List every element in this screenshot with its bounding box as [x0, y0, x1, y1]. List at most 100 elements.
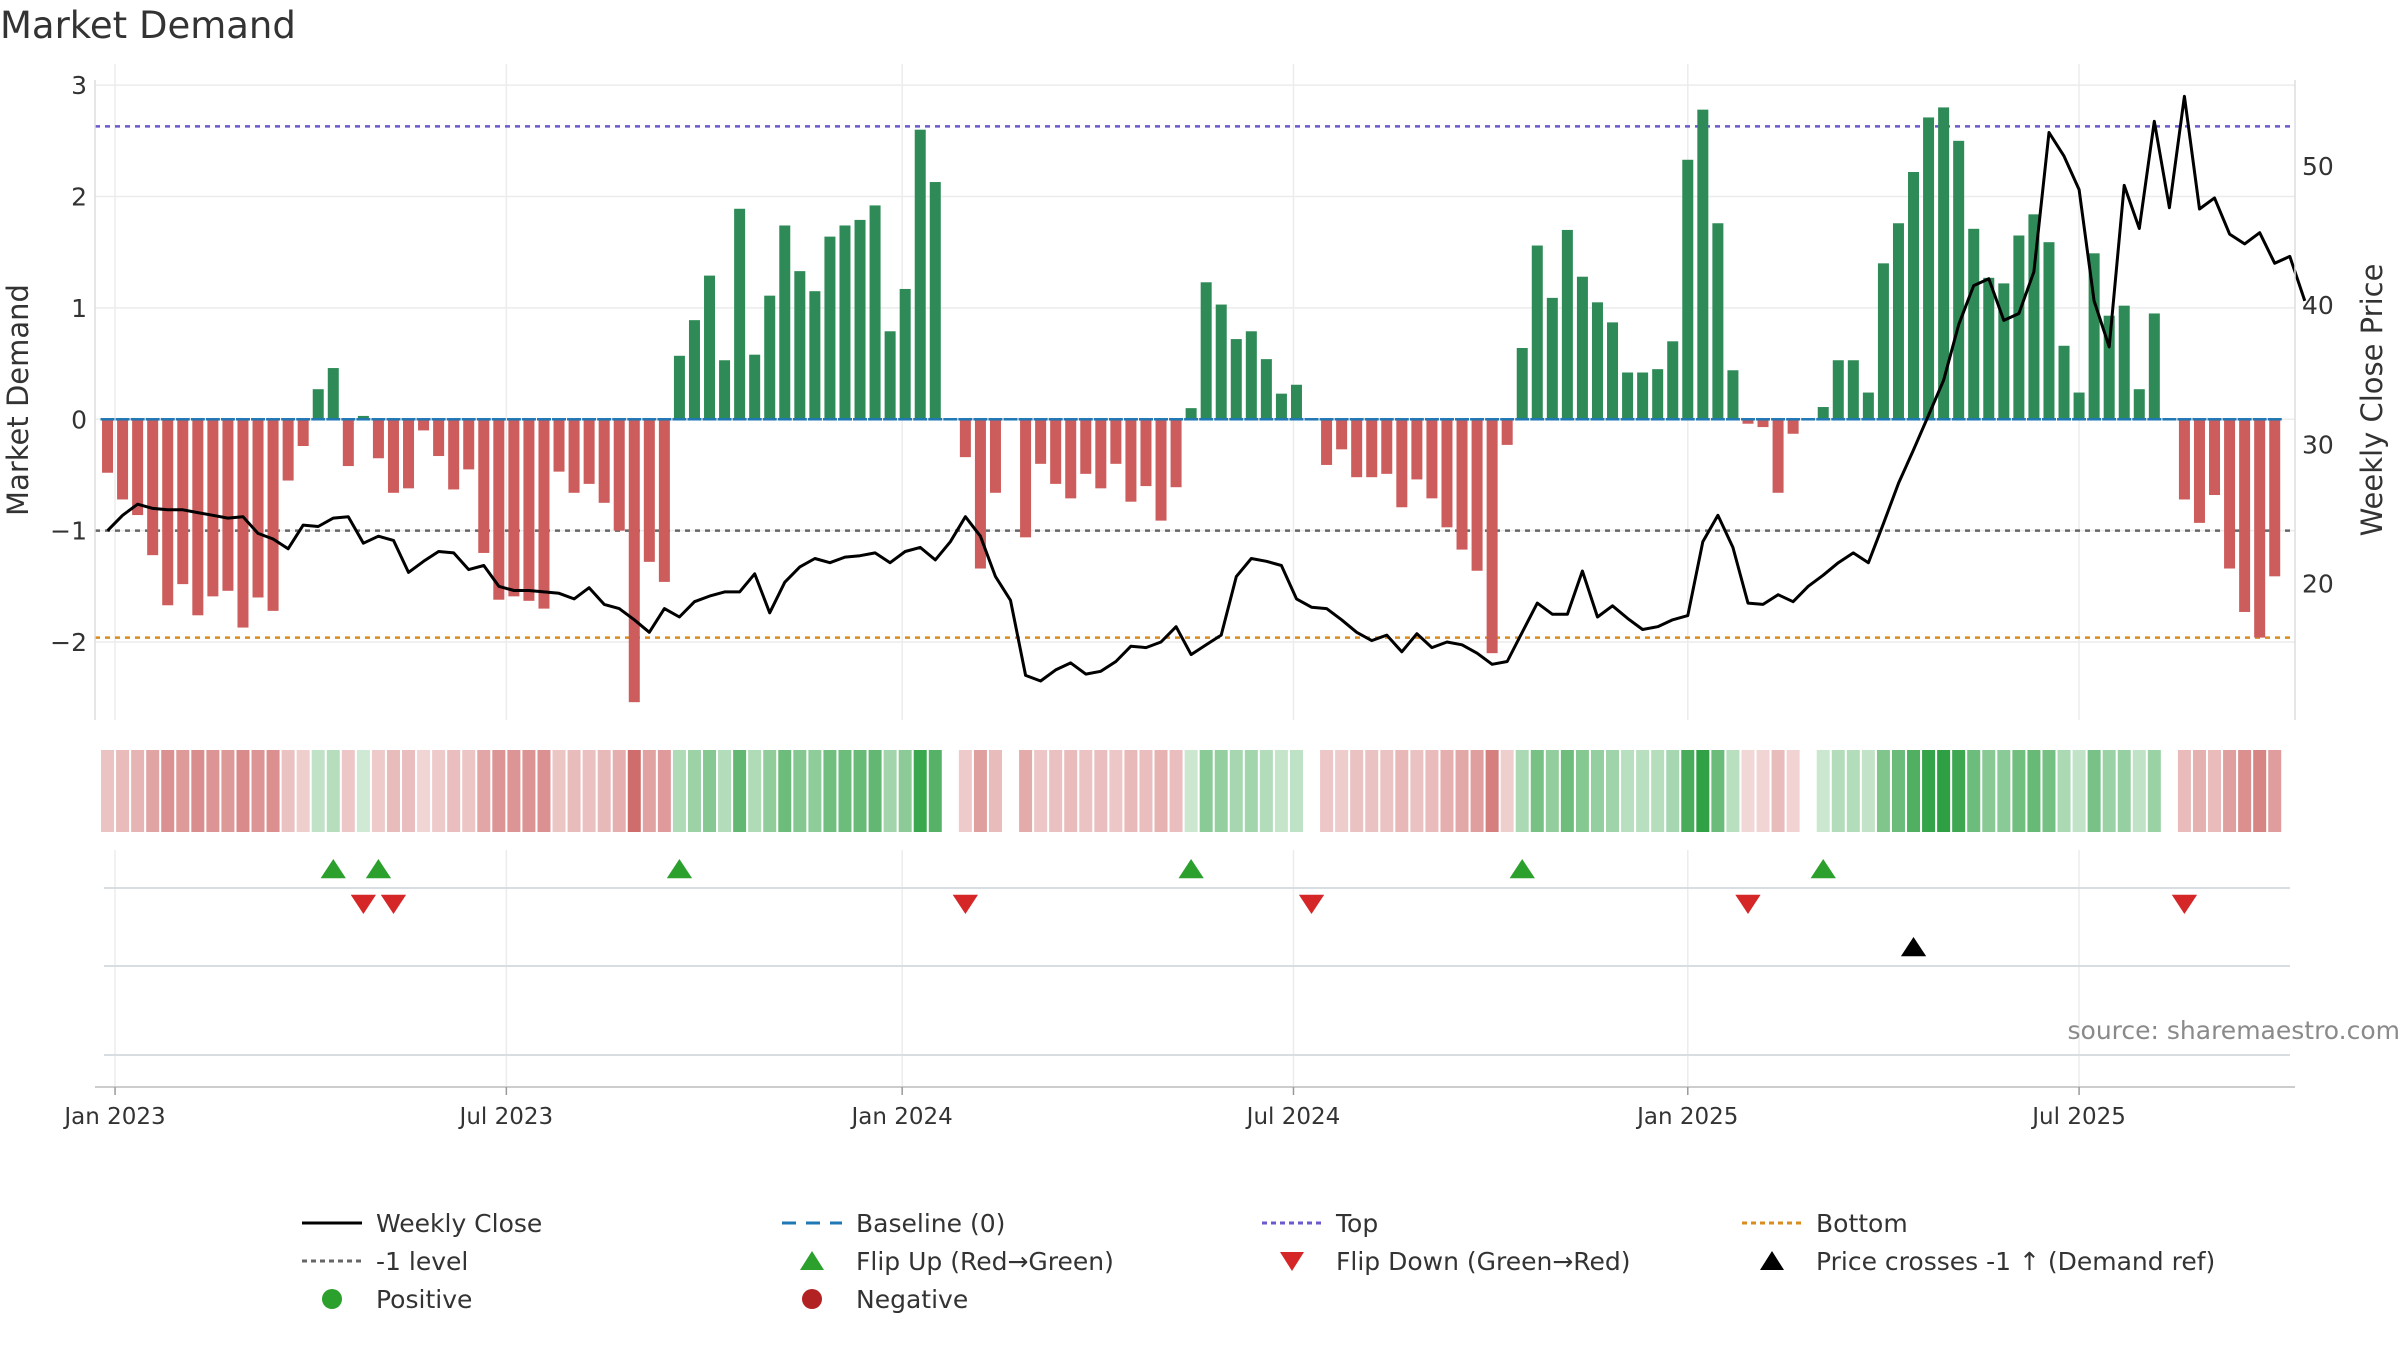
- y-tick-label-left: −2: [50, 628, 87, 657]
- demand-bar-positive: [1652, 369, 1664, 420]
- heat-cell: [597, 750, 611, 832]
- demand-bar-negative: [493, 419, 505, 600]
- legend-swatch-flip-down-icon: [1280, 1252, 1304, 1271]
- demand-bar-negative: [1050, 419, 1062, 484]
- x-tick-label: Jan 2024: [850, 1104, 953, 1130]
- heat-cell: [1771, 750, 1785, 832]
- heat-cell: [1199, 750, 1213, 832]
- demand-bar-negative: [448, 419, 460, 490]
- flip-up-marker: [365, 859, 392, 879]
- demand-bar-positive: [1637, 372, 1649, 420]
- heat-cell: [371, 750, 385, 832]
- heat-cell: [793, 750, 807, 832]
- heat-cell: [1590, 750, 1604, 832]
- event-markers: [104, 859, 2290, 1056]
- demand-bar-negative: [252, 419, 264, 598]
- demand-bar-negative: [1110, 419, 1122, 464]
- heat-cell: [763, 750, 777, 832]
- demand-bar-positive: [809, 291, 821, 420]
- source-credit: source: sharemaestro.com: [2067, 1016, 2400, 1045]
- demand-bar-positive: [1817, 407, 1829, 420]
- demand-bar-positive: [1968, 228, 1980, 420]
- demand-bar-positive: [1215, 304, 1227, 420]
- demand-bar-positive: [929, 182, 941, 420]
- demand-bar-positive: [749, 354, 761, 420]
- heat-cell: [326, 750, 340, 832]
- demand-bar-positive: [884, 331, 896, 420]
- heat-cell: [2087, 750, 2101, 832]
- heat-cell: [1711, 750, 1725, 832]
- flip-down-marker: [1735, 894, 1761, 914]
- demand-bar-negative: [117, 419, 129, 500]
- legend-item-flip-down: Flip Down (Green→Red): [1260, 1243, 1631, 1279]
- demand-bar-positive: [2088, 253, 2100, 420]
- demand-bar-positive: [1290, 384, 1302, 420]
- demand-bar-positive: [327, 368, 339, 420]
- x-tick-label: Jul 2024: [1245, 1104, 1341, 1130]
- demand-bar-negative: [1501, 419, 1513, 445]
- heat-cell: [1621, 750, 1635, 832]
- heat-cell: [1064, 750, 1078, 832]
- heat-cell: [402, 750, 416, 832]
- heat-cell: [116, 750, 130, 832]
- legend-item-flip-up: Flip Up (Red→Green): [780, 1243, 1114, 1279]
- heat-cell: [477, 750, 491, 832]
- demand-bar-positive: [779, 225, 791, 420]
- demand-bar-positive: [1667, 341, 1679, 420]
- heat-cell: [853, 750, 867, 832]
- heat-cell: [883, 750, 897, 832]
- demand-bar-negative: [1140, 419, 1152, 487]
- heat-cell: [146, 750, 160, 832]
- demand-bar-negative: [538, 419, 550, 609]
- demand-bar-negative: [613, 419, 625, 531]
- demand-bar-negative: [643, 419, 655, 562]
- y-tick-label-left: 3: [71, 71, 87, 100]
- demand-bar-positive: [357, 415, 369, 420]
- heat-cell: [2027, 750, 2041, 832]
- heat-cell: [1350, 750, 1364, 832]
- flip-down-marker: [380, 894, 407, 914]
- heat-cell: [552, 750, 566, 832]
- demand-bar-positive: [312, 389, 324, 420]
- heat-cell: [838, 750, 852, 832]
- demand-bar-negative: [102, 419, 114, 473]
- demand-bar-negative: [1336, 419, 1348, 450]
- demand-bar-negative: [1757, 419, 1769, 428]
- legend-label: Top: [1336, 1208, 1379, 1238]
- heat-cell: [567, 750, 581, 832]
- heat-cell: [1380, 750, 1394, 832]
- flip-up-marker: [666, 859, 693, 879]
- heat-cell: [537, 750, 551, 832]
- heat-cell: [1952, 750, 1966, 832]
- demand-bar-positive: [2043, 242, 2055, 420]
- heat-cell: [898, 750, 912, 832]
- demand-bar-negative: [222, 419, 234, 591]
- heat-cell: [1034, 750, 1048, 832]
- heat-cell: [1184, 750, 1198, 832]
- heat-cell: [356, 750, 370, 832]
- demand-bar-negative: [2269, 419, 2281, 577]
- price-series: [106, 94, 2307, 683]
- demand-bar-positive: [824, 236, 836, 420]
- demand-bar-positive: [1727, 370, 1739, 420]
- heat-cell: [1575, 750, 1589, 832]
- heat-cell: [2268, 750, 2282, 832]
- legend-swatch-minus1-icon: [302, 1259, 362, 1263]
- heat-cell: [1320, 750, 1334, 832]
- heat-cell: [1530, 750, 1544, 832]
- demand-bar-positive: [2118, 305, 2130, 420]
- heat-cell: [176, 750, 190, 832]
- demand-bar-negative: [403, 419, 415, 489]
- demand-bar-negative: [192, 419, 204, 616]
- demand-bar-positive: [1245, 331, 1257, 420]
- demand-bar-negative: [974, 419, 986, 569]
- legend-item-negative: Negative: [780, 1281, 968, 1317]
- demand-bar-negative: [1456, 419, 1468, 550]
- demand-bar-negative: [583, 419, 595, 484]
- legend-item-top: Top: [1260, 1205, 1378, 1241]
- chart-title: Market Demand: [0, 4, 296, 47]
- demand-bar-negative: [658, 419, 670, 582]
- demand-bar-negative: [2224, 419, 2236, 569]
- heat-cell: [1365, 750, 1379, 832]
- demand-bar-positive: [1877, 263, 1889, 420]
